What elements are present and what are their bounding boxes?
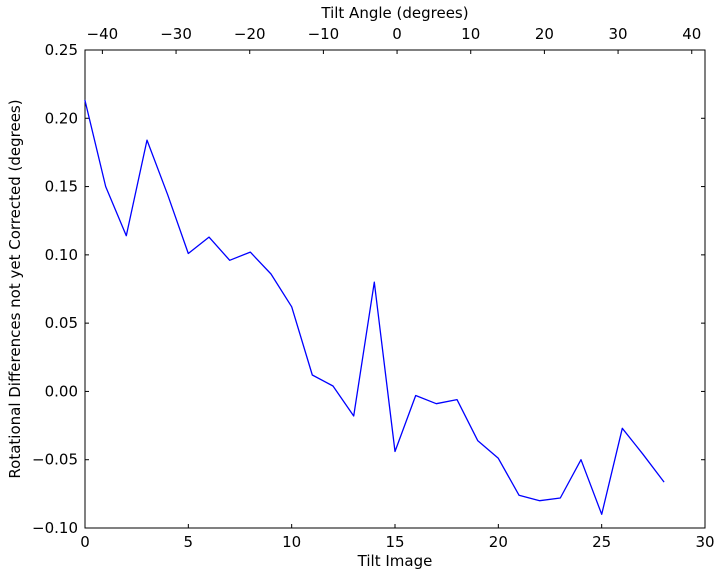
bottom-tick-label: 30 [695, 533, 714, 551]
top-axis-label: Tilt Angle (degrees) [320, 4, 468, 22]
bottom-tick-label: 10 [282, 533, 301, 551]
bottom-tick-label: 25 [592, 533, 611, 551]
bottom-tick-label: 5 [184, 533, 194, 551]
y-tick-label: 0.10 [45, 246, 78, 264]
x-axis-label: Tilt Image [357, 552, 433, 570]
y-tick-label: −0.10 [32, 519, 78, 537]
plot-frame [84, 49, 706, 529]
y-tick-label: 0.20 [45, 109, 78, 127]
bottom-tick-label: 0 [80, 533, 90, 551]
data-line-rotational-differences [84, 99, 665, 515]
top-tick-label: −20 [234, 25, 266, 43]
bottom-tick-label: 15 [385, 533, 404, 551]
top-tick-label: −30 [160, 25, 192, 43]
bottom-tick-label: 20 [489, 533, 508, 551]
y-tick-label: 0.05 [45, 314, 78, 332]
top-tick-label: 30 [609, 25, 628, 43]
top-tick-label: −40 [87, 25, 119, 43]
top-tick-label: 10 [461, 25, 480, 43]
y-axis-label: Rotational Differences not yet Corrected… [6, 99, 24, 478]
y-tick-label: −0.05 [32, 451, 78, 469]
y-tick-label: 0.25 [45, 41, 78, 59]
y-tick-label: 0.15 [45, 178, 78, 196]
top-tick-label: 40 [682, 25, 701, 43]
top-tick-label: −10 [308, 25, 340, 43]
y-tick-label: 0.00 [45, 382, 78, 400]
top-tick-label: 0 [392, 25, 402, 43]
top-tick-label: 20 [535, 25, 554, 43]
